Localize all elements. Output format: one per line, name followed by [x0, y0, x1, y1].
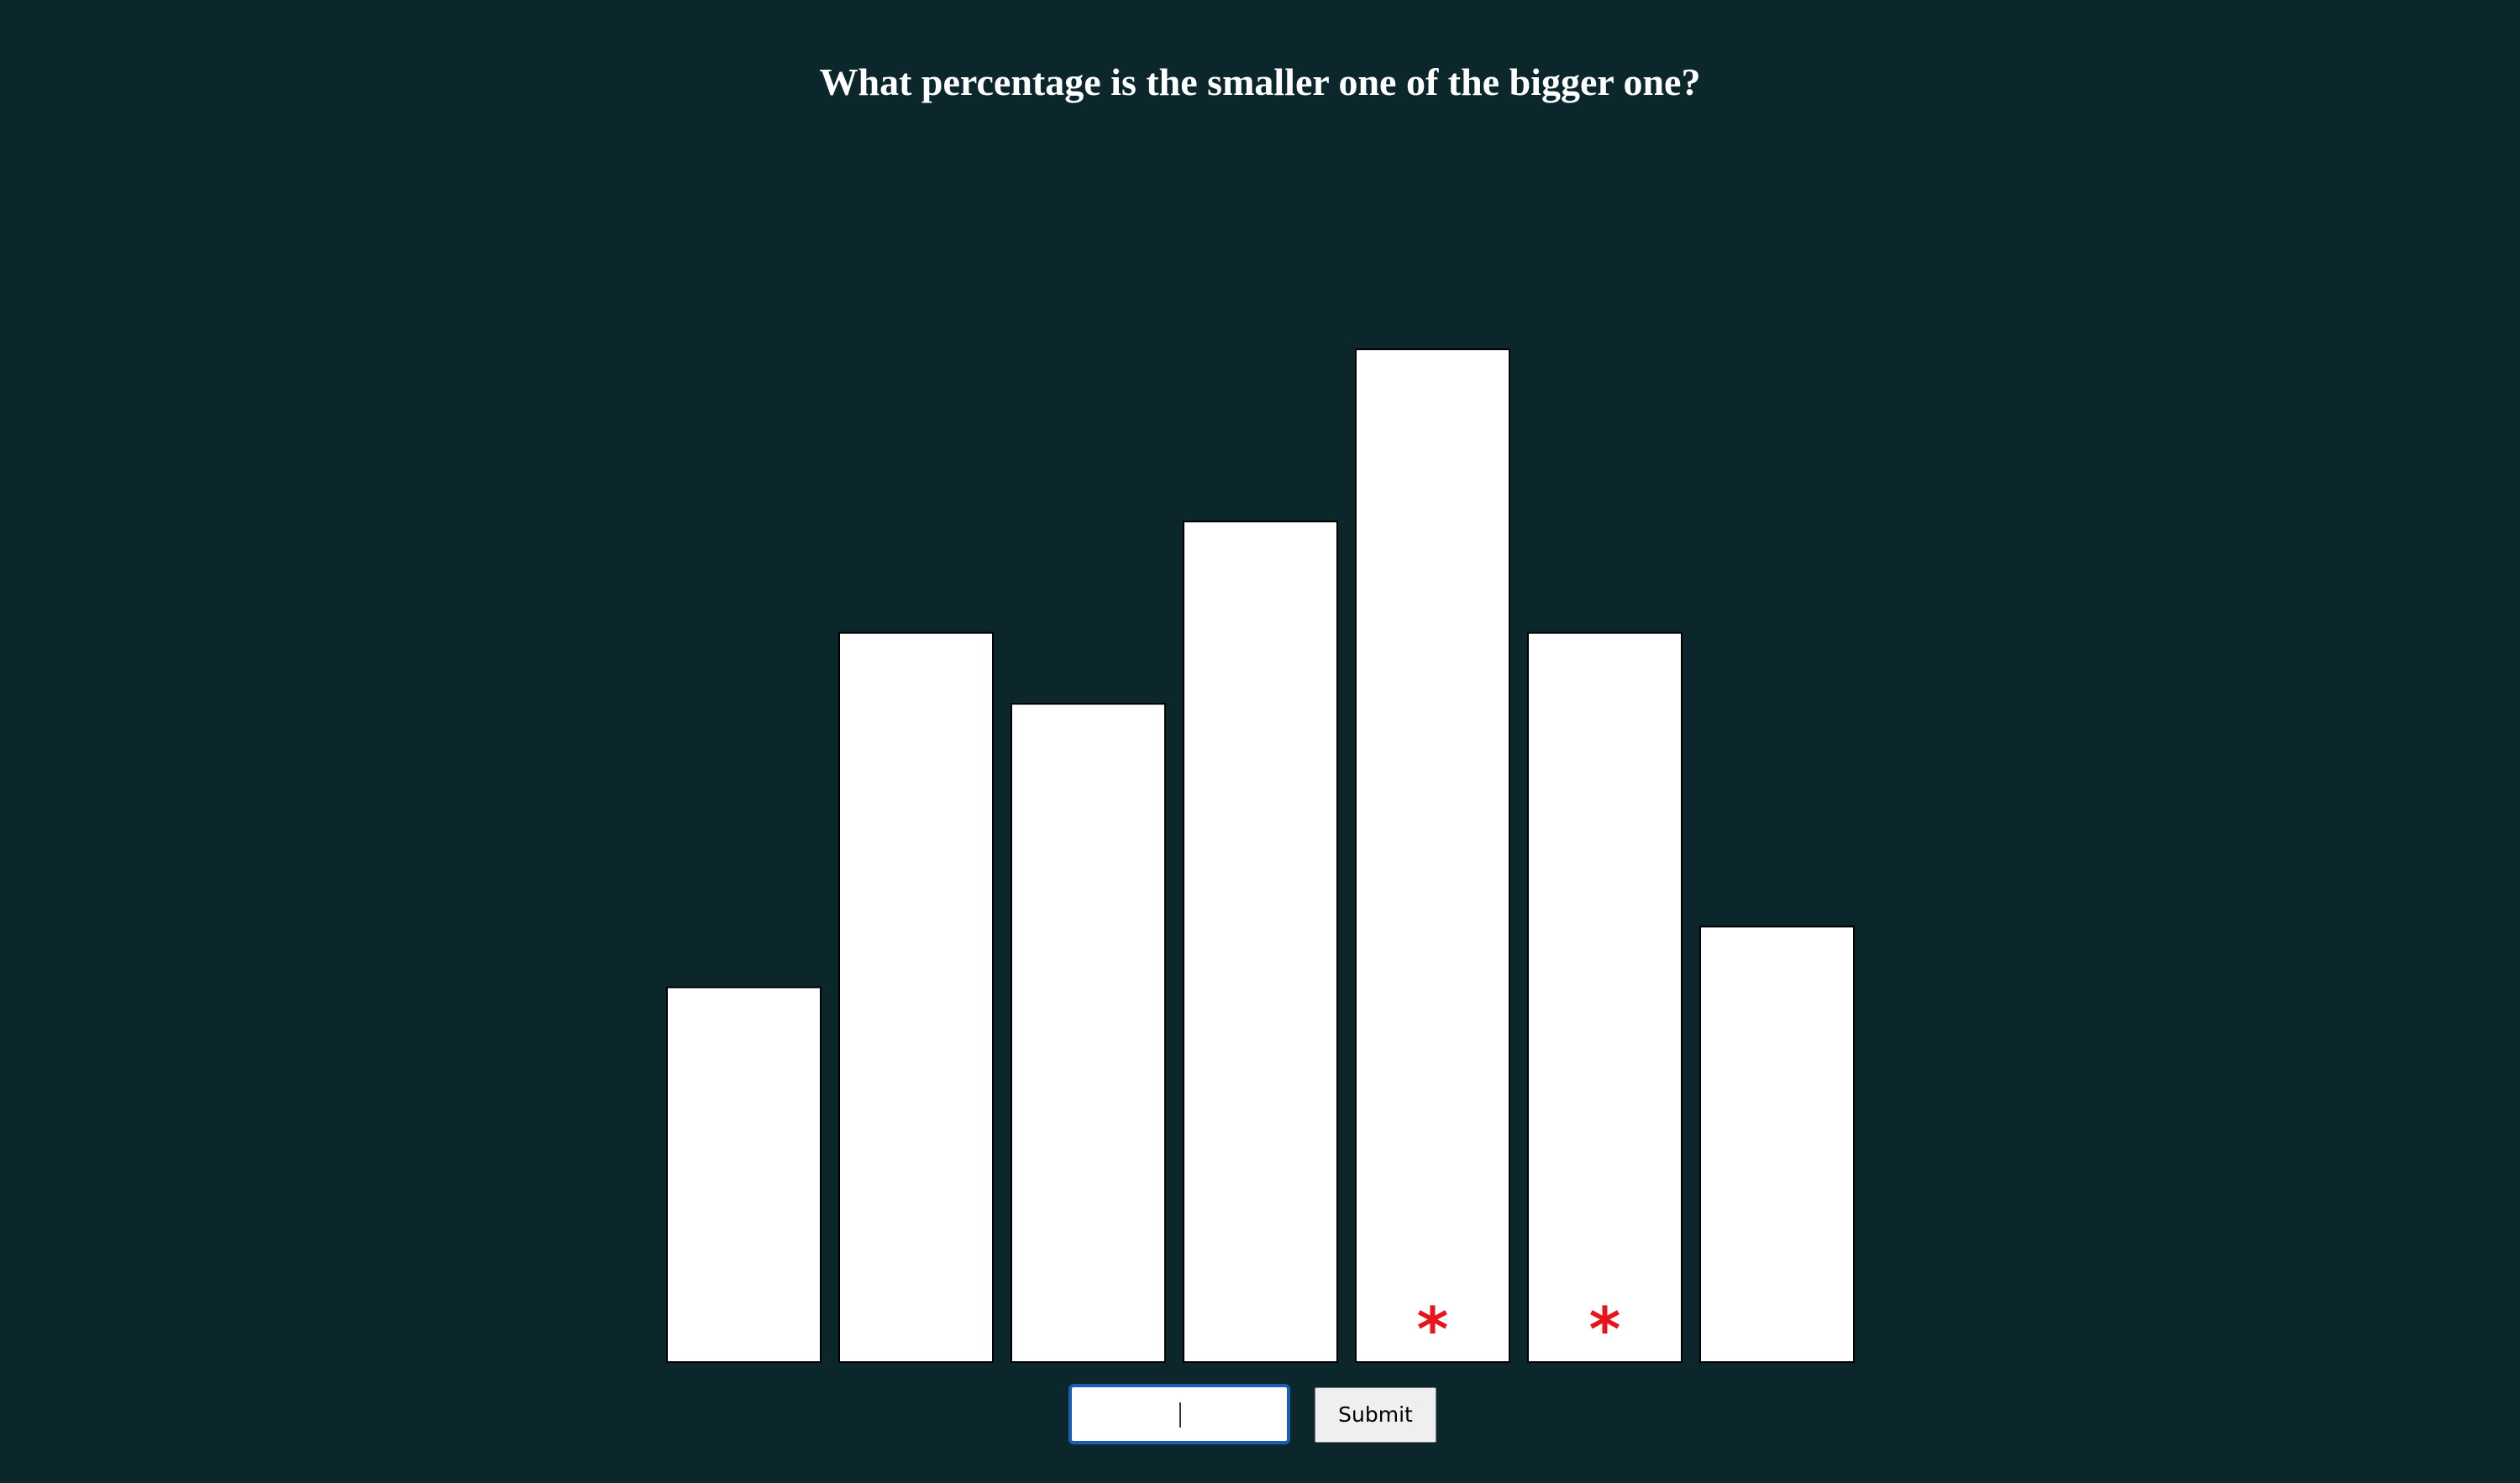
marker-asterisk: *	[1589, 1294, 1621, 1365]
marker-asterisk: *	[1417, 1294, 1449, 1365]
bar-1	[666, 986, 822, 1364]
question-title: What percentage is the smaller one of th…	[819, 60, 1701, 103]
bar-4	[1183, 521, 1338, 1363]
bar-7	[1699, 925, 1855, 1364]
text-cursor	[1179, 1402, 1181, 1428]
bar-2	[838, 631, 994, 1363]
bar-6	[1527, 631, 1683, 1363]
submit-button[interactable]: Submit	[1315, 1387, 1436, 1443]
bar-3	[1011, 703, 1166, 1363]
bar-5	[1355, 348, 1510, 1363]
